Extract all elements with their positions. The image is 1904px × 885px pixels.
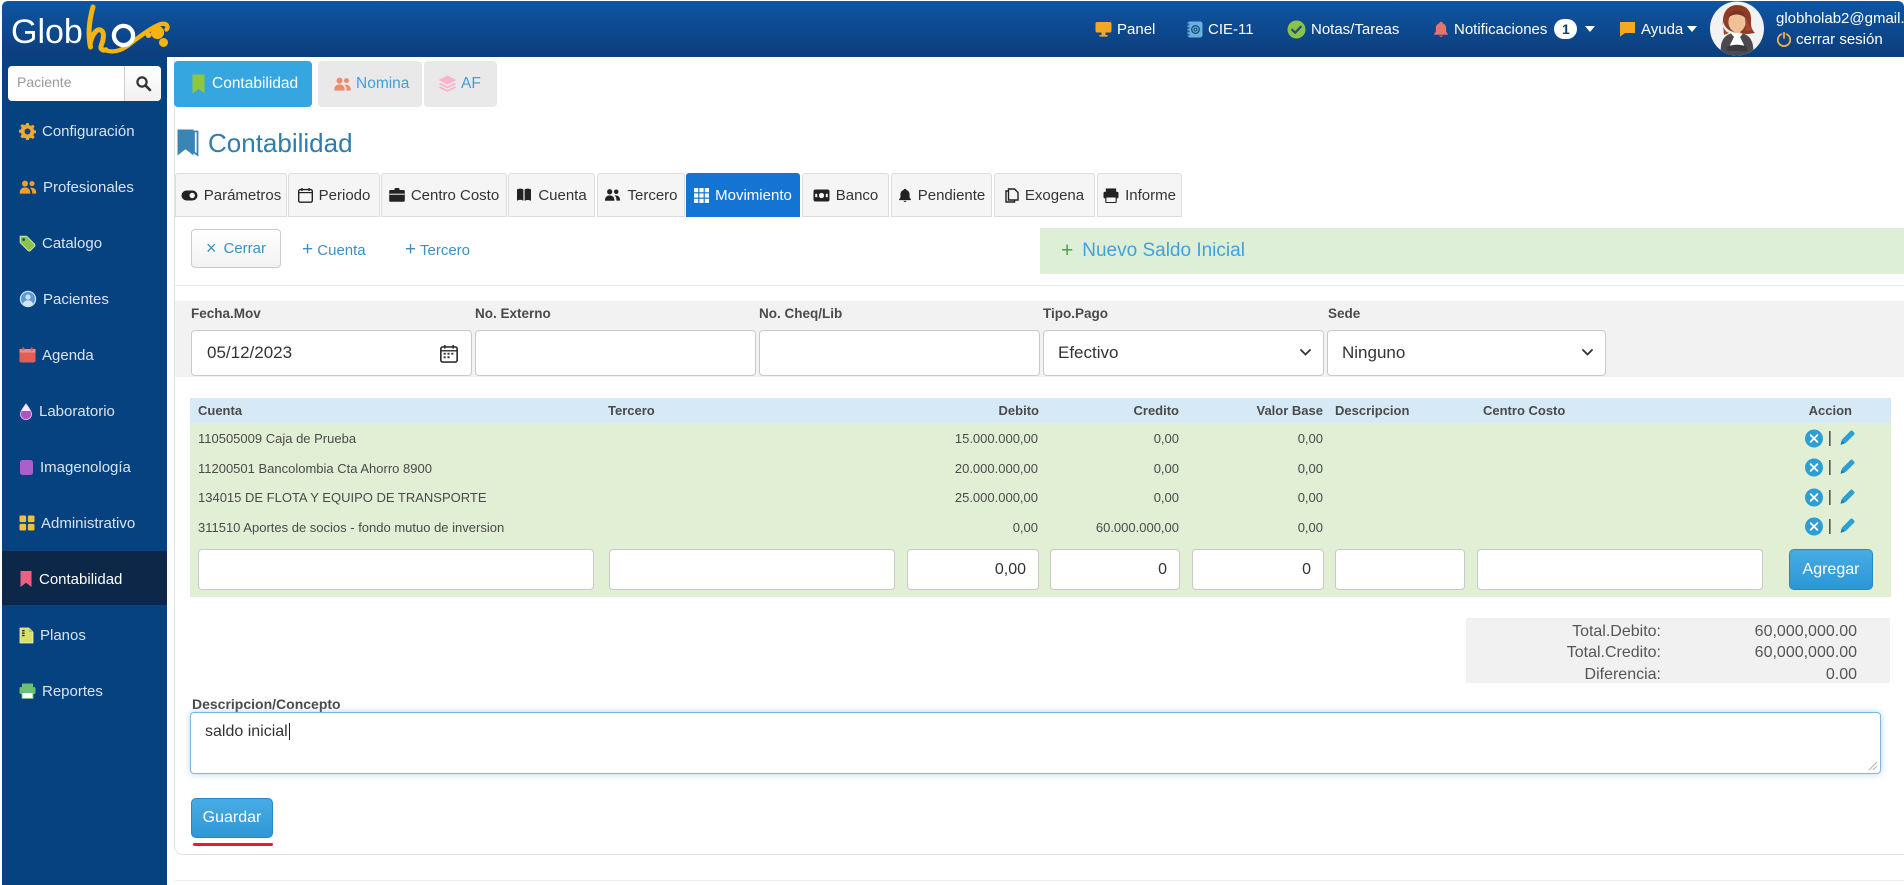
svg-text:Glob: Glob (11, 13, 83, 51)
